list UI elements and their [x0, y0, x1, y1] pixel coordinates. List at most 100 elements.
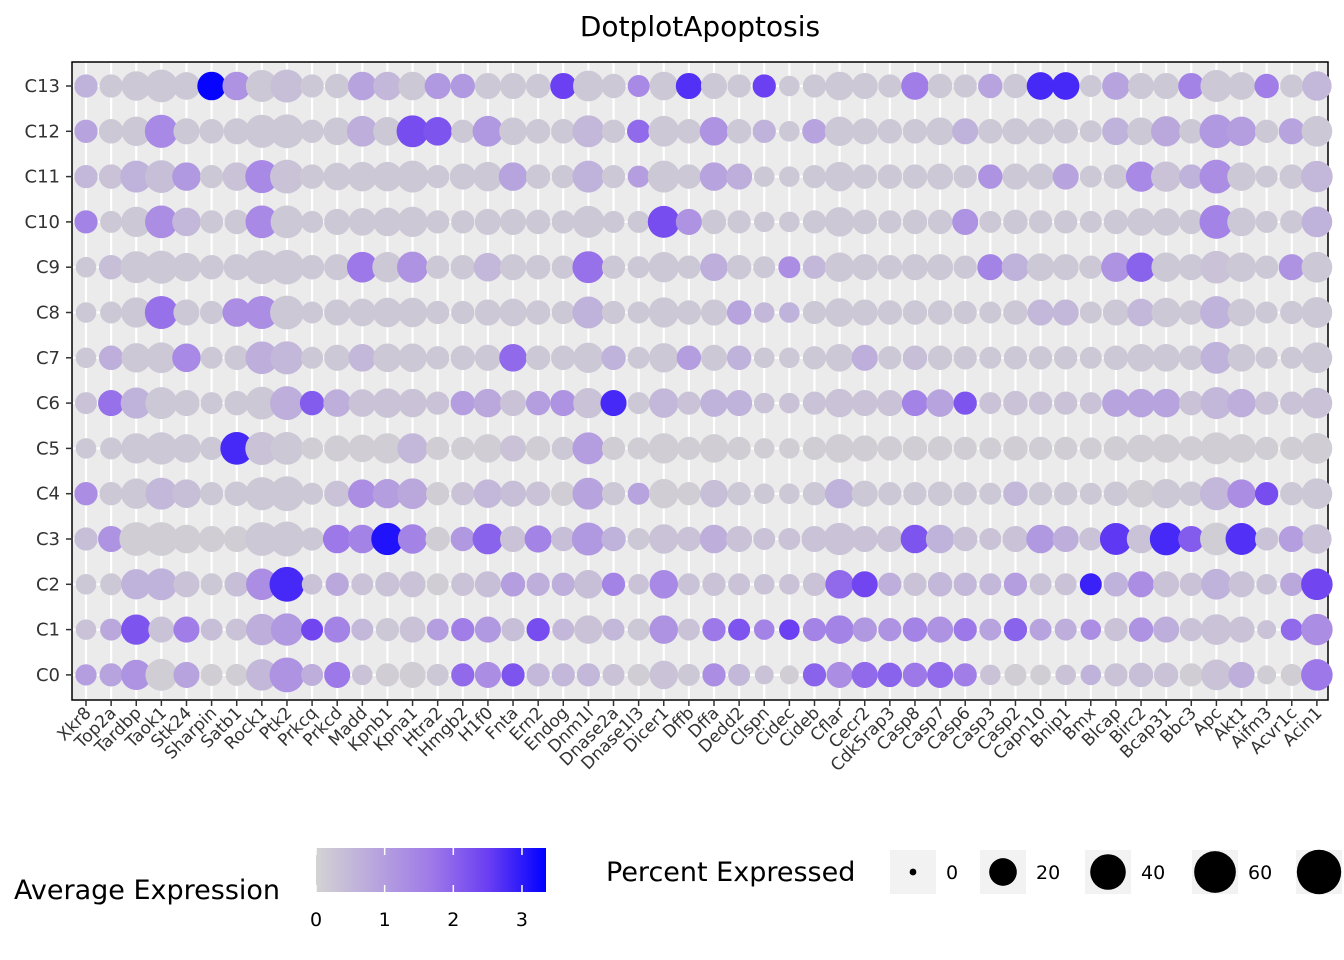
dot-C13-Dffa	[700, 72, 728, 100]
dot-C3-Casp2	[1002, 525, 1029, 553]
dot-C0-Casp2	[1004, 663, 1027, 686]
dot-C2-Rock1	[246, 568, 278, 601]
dot-C12-Cflar	[824, 116, 855, 147]
dot-C9-Cideb	[802, 255, 827, 279]
dot-C10-Hmgb2	[451, 210, 475, 234]
dot-C5-Cidec	[779, 438, 800, 459]
dot-C13-Ptk2	[270, 69, 304, 103]
dot-C10-Casp3	[979, 210, 1002, 233]
dot-C1-Akt1	[1228, 616, 1255, 643]
dot-C6-Bnip1	[1054, 391, 1078, 415]
dot-C6-Taok1	[145, 387, 178, 420]
dot-C3-Dicer1	[649, 524, 679, 554]
dot-C12-Cecr2	[851, 118, 878, 145]
dot-C7-Blcap	[1103, 345, 1129, 371]
dot-C8-Cflar	[825, 298, 854, 327]
dot-C1-Apc	[1201, 614, 1232, 645]
dot-C2-Endog	[551, 572, 575, 596]
dot-C8-Bcap31	[1151, 297, 1181, 328]
size-key-dot-1	[989, 858, 1017, 886]
dot-C4-Dicer1	[649, 478, 679, 509]
dot-C11-Bbc3	[1179, 164, 1204, 189]
dot-C10-Bnip1	[1054, 210, 1078, 234]
dot-C7-Casp8	[902, 345, 928, 371]
dot-C9-Tardbp	[120, 251, 153, 284]
dot-C6-Capn10	[1028, 391, 1053, 415]
dot-C7-Stk24	[172, 343, 201, 373]
dot-C7-Casp7	[927, 345, 953, 371]
dot-C13-Stk24	[172, 72, 201, 100]
dot-C5-Sharpin	[199, 436, 224, 461]
dot-C10-Casp7	[927, 209, 953, 235]
dot-C4-Capn10	[1028, 482, 1053, 506]
dot-C8-Prkcd	[324, 299, 351, 326]
dot-C3-Cflar	[823, 522, 856, 556]
dot-C13-Acvr1c	[1280, 74, 1304, 98]
dot-C5-Dffb	[677, 436, 701, 461]
chart-title: DotplotApoptosis	[580, 10, 820, 43]
dot-C5-Casp7	[927, 436, 953, 461]
dot-C1-Dnase2a	[602, 618, 625, 641]
dot-C7-Ern2	[525, 345, 551, 371]
dot-C7-Hmgb2	[450, 345, 476, 371]
dot-C3-Fnta	[499, 525, 527, 553]
dot-C13-Casp2	[1003, 73, 1028, 99]
dot-C10-Bbc3	[1179, 209, 1204, 235]
dot-C5-Taok1	[145, 432, 178, 465]
dot-C1-Htra2	[426, 618, 449, 641]
dot-C11-Dnase2a	[601, 164, 626, 189]
dot-C13-Casp8	[901, 72, 929, 100]
dot-C12-Casp7	[926, 117, 954, 146]
dot-C6-Aifm3	[1254, 391, 1279, 415]
dot-C8-Madd	[348, 298, 377, 327]
dot-C11-Kpna1	[396, 160, 429, 193]
dot-C2-Taok1	[145, 568, 178, 601]
dot-C0-Acvr1c	[1280, 663, 1303, 686]
dot-C7-Cflar	[825, 343, 854, 372]
dot-C6-Satb1	[224, 390, 249, 416]
dot-C1-Kpna1	[399, 616, 426, 643]
dot-C12-Bbc3	[1179, 119, 1204, 144]
dot-C13-Birc2	[1127, 72, 1155, 100]
dot-C6-Rock1	[245, 386, 279, 420]
dot-C9-Aifm3	[1254, 255, 1279, 279]
dot-C3-Apc	[1200, 522, 1233, 556]
dot-C4-Dffa	[700, 479, 728, 508]
dot-C8-H1f0	[474, 299, 501, 326]
dot-C0-H1f0	[474, 661, 501, 688]
dot-C12-Ern2	[525, 119, 551, 144]
dot-C13-Sharpin	[197, 71, 226, 101]
dot-C2-Cideb	[802, 572, 827, 596]
dot-C4-Cflar	[824, 478, 855, 509]
dot-C9-Ptk2	[269, 249, 305, 285]
dot-C5-Aifm3	[1254, 436, 1279, 461]
dot-C2-Casp2	[1003, 572, 1028, 596]
dot-C10-Ptk2	[270, 205, 304, 239]
colorbar-ticks: 0 1 2 3	[310, 848, 528, 931]
dot-C0-Dnase1l3	[627, 663, 650, 686]
dot-C3-Hmgb2	[450, 526, 476, 552]
dot-C13-Fnta	[499, 72, 527, 100]
dot-C3-Cecr2	[851, 525, 878, 553]
dot-C8-Dnm1l	[572, 296, 605, 329]
dot-C2-Cidec	[779, 574, 800, 595]
dot-C1-Kpnb1	[375, 617, 400, 642]
dot-C11-Top2a	[98, 164, 124, 189]
dot-C1-Casp8	[902, 617, 928, 642]
dot-C9-Bnip1	[1052, 254, 1079, 281]
dot-C3-Akt1	[1225, 523, 1258, 555]
dot-C8-Dffb	[676, 300, 702, 325]
dot-C0-Kpnb1	[375, 663, 400, 687]
dot-C5-Ern2	[525, 436, 551, 461]
dot-C12-Prkcd	[323, 117, 352, 146]
dot-C11-Htra2	[426, 164, 450, 189]
dot-C6-Dedd2	[726, 390, 753, 417]
dot-C11-Casp8	[902, 164, 928, 189]
dot-C1-Casp6	[953, 617, 977, 642]
dot-C0-Prkcq	[301, 663, 324, 686]
dot-C0-Tardbp	[121, 659, 152, 691]
ytick-label-C1: C1	[36, 620, 60, 641]
dot-C13-Prkcd	[324, 73, 350, 99]
dot-C6-Acin1	[1301, 387, 1333, 419]
dot-C1-Cideb	[802, 617, 827, 642]
